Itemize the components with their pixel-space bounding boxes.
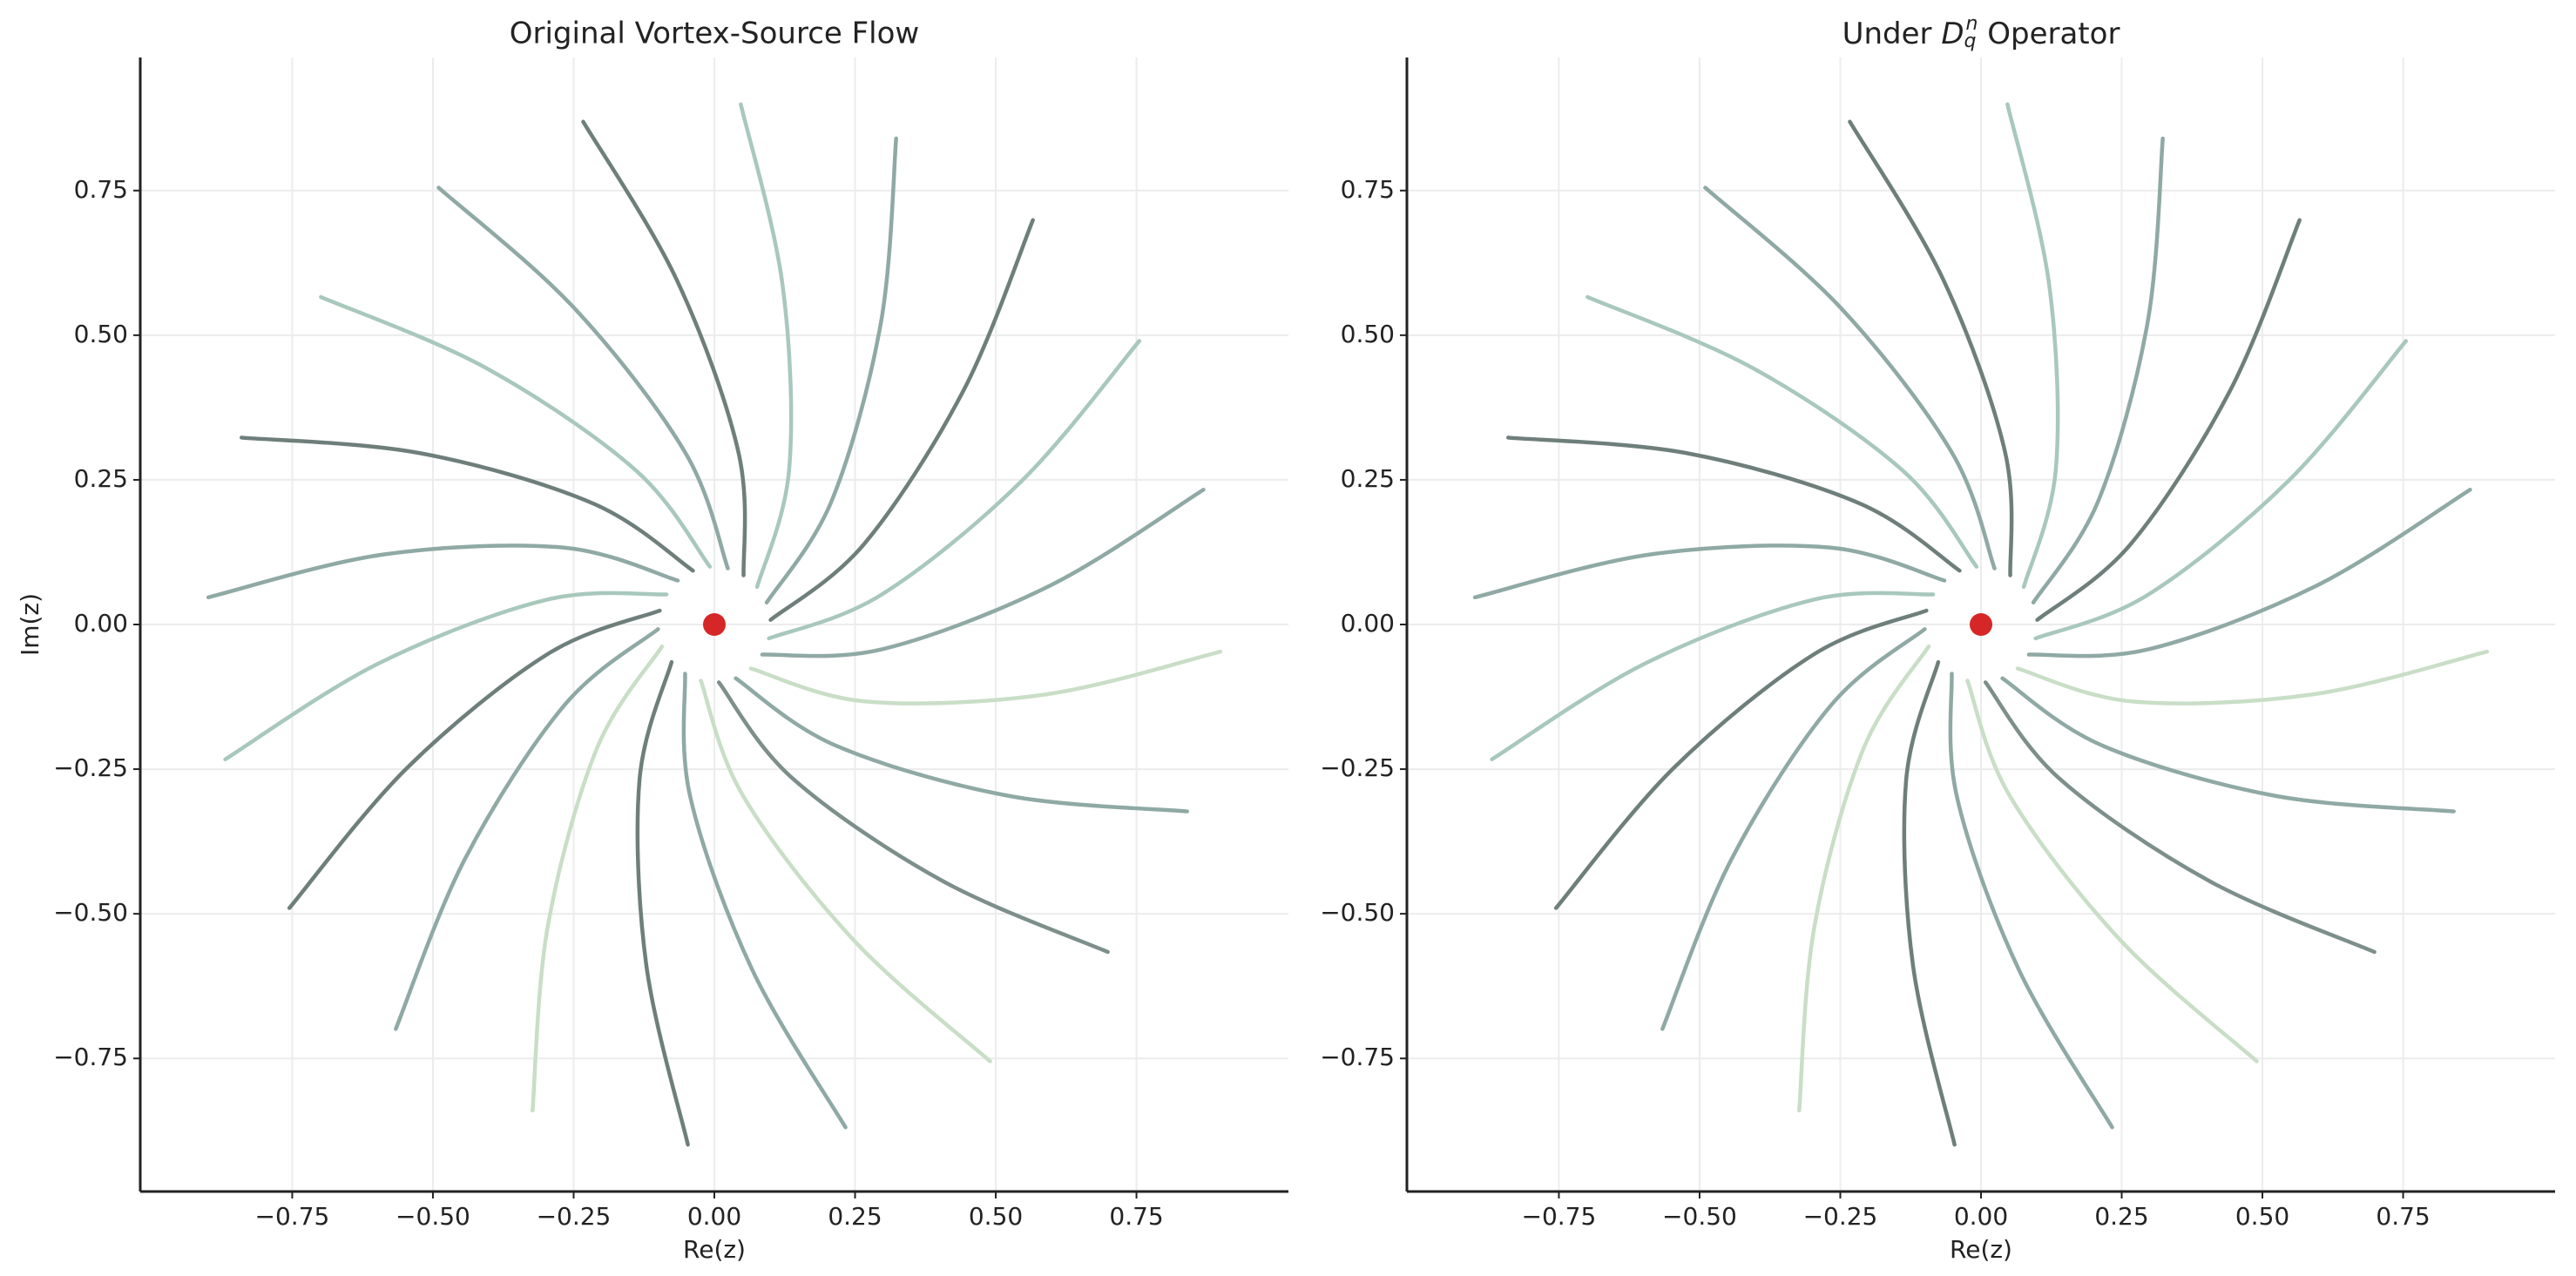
source-point bbox=[703, 613, 726, 636]
title-part: n bbox=[1965, 13, 1978, 35]
y-tick-label: 0.50 bbox=[74, 320, 128, 348]
streamline bbox=[681, 672, 848, 1130]
y-tick-label: 0.75 bbox=[1341, 175, 1395, 204]
streamline bbox=[531, 644, 665, 1113]
streamline bbox=[734, 676, 1189, 814]
streamline bbox=[1965, 679, 2259, 1063]
streamline bbox=[767, 339, 1142, 641]
streamline bbox=[1703, 186, 1997, 570]
x-tick-label: −0.50 bbox=[1662, 1202, 1737, 1231]
y-tick-label: 0.00 bbox=[1341, 609, 1395, 638]
source-point bbox=[1970, 613, 1992, 636]
x-axis-label: Re(z) bbox=[683, 1235, 746, 1264]
streamline bbox=[748, 649, 1223, 706]
streamline bbox=[240, 435, 695, 573]
streamline bbox=[2033, 339, 2409, 641]
streamline bbox=[223, 591, 669, 762]
y-tick-label: −0.50 bbox=[1320, 898, 1395, 927]
x-tick-label: 0.25 bbox=[828, 1202, 882, 1231]
x-tick-label: −0.75 bbox=[255, 1202, 330, 1231]
subplot: −0.75 −0.50 −0.25 0.00 0.25 0.50 0.75 −0.75 −0.5… bbox=[1320, 13, 2555, 1264]
y-tick-label: 0.25 bbox=[74, 464, 128, 493]
x-tick-label: 0.00 bbox=[687, 1202, 741, 1231]
title-part: Operator bbox=[1978, 17, 2120, 51]
streamline bbox=[319, 294, 713, 569]
y-tick-label: −0.50 bbox=[53, 898, 128, 927]
x-tick-label: 0.25 bbox=[2094, 1202, 2148, 1231]
y-tick-label: 0.50 bbox=[1341, 320, 1395, 348]
streamline bbox=[768, 218, 1035, 622]
streamline bbox=[2005, 102, 2060, 590]
x-tick-label: 0.00 bbox=[1954, 1202, 2008, 1231]
streamline bbox=[1506, 435, 1962, 573]
streamline bbox=[1553, 608, 1929, 910]
x-tick-label: −0.25 bbox=[1803, 1202, 1878, 1231]
x-axis-label: Re(z) bbox=[1950, 1235, 2012, 1264]
streamline bbox=[206, 543, 680, 600]
streamline bbox=[1472, 543, 1947, 600]
streamline bbox=[2031, 136, 2165, 605]
streamline bbox=[1902, 659, 1957, 1147]
streamline bbox=[287, 608, 662, 910]
title-part: D bbox=[1941, 17, 1964, 51]
streamline bbox=[1948, 672, 2114, 1130]
y-tick-label: 0.25 bbox=[1341, 464, 1395, 493]
streamline bbox=[716, 680, 1110, 955]
y-tick-label: 0.00 bbox=[74, 609, 128, 638]
y-tick-label: −0.25 bbox=[53, 753, 128, 782]
y-tick-label: −0.25 bbox=[1320, 753, 1395, 782]
y-tick-label: 0.75 bbox=[74, 175, 128, 204]
streamline bbox=[1848, 119, 2014, 577]
x-tick-label: 0.50 bbox=[2235, 1202, 2289, 1231]
streamline bbox=[2026, 487, 2472, 658]
chart-title: Under Dqn Operator bbox=[1842, 13, 2120, 52]
x-tick-label: −0.50 bbox=[396, 1202, 470, 1231]
streamline bbox=[581, 119, 747, 577]
y-tick-label: −0.75 bbox=[1320, 1043, 1395, 1071]
x-tick-label: 0.50 bbox=[969, 1202, 1023, 1231]
chart-title: Original Vortex-Source Flow bbox=[510, 17, 920, 51]
streamline bbox=[436, 186, 730, 570]
title-part: Under bbox=[1842, 17, 1942, 51]
streamline bbox=[2015, 649, 2490, 706]
streamline bbox=[1797, 644, 1931, 1113]
title-part: q bbox=[1964, 30, 1977, 52]
streamline bbox=[1660, 627, 1927, 1031]
streamline bbox=[2035, 218, 2302, 622]
y-axis-label: Im(z) bbox=[16, 593, 44, 656]
streamline bbox=[635, 659, 690, 1147]
x-tick-label: −0.25 bbox=[537, 1202, 612, 1231]
streamline bbox=[699, 679, 992, 1063]
streamline bbox=[1983, 680, 2377, 955]
streamline bbox=[1490, 591, 1936, 762]
y-tick-label: −0.75 bbox=[53, 1043, 128, 1071]
x-tick-label: 0.75 bbox=[2376, 1202, 2430, 1231]
streamline bbox=[760, 487, 1206, 658]
x-tick-label: −0.75 bbox=[1522, 1202, 1597, 1231]
x-tick-label: 0.75 bbox=[1109, 1202, 1163, 1231]
streamline bbox=[764, 136, 898, 605]
subplot: −0.75 −0.50 −0.25 0.00 0.25 0.50 0.75 −0.75 −0.5… bbox=[16, 17, 1288, 1264]
streamline bbox=[394, 627, 660, 1031]
streamline bbox=[739, 102, 794, 590]
streamline bbox=[1585, 294, 1979, 569]
streamline bbox=[2000, 676, 2456, 814]
